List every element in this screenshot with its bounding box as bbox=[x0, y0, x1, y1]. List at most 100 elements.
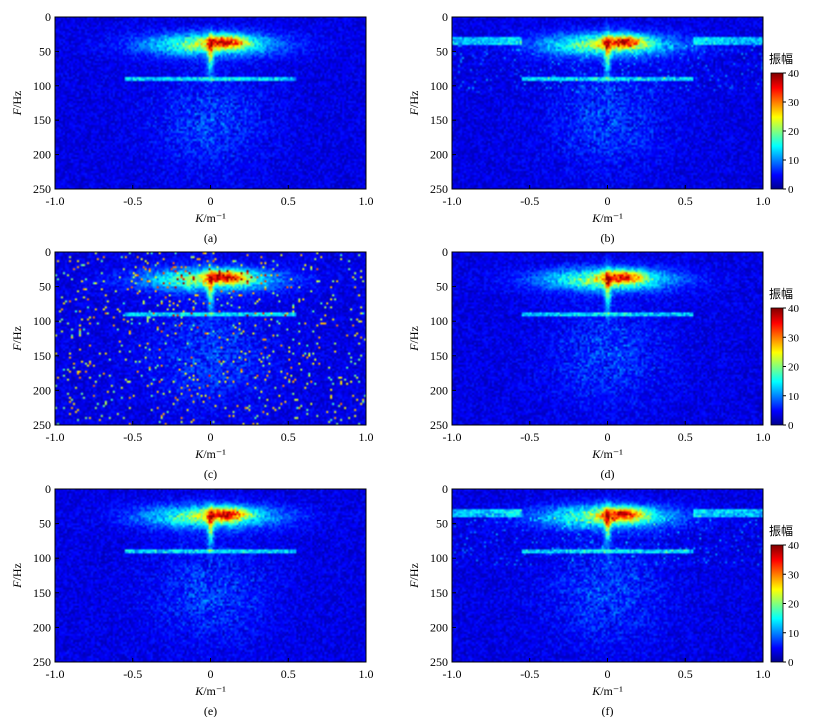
y-tick-label: 0 bbox=[442, 482, 448, 496]
y-tick-label: 0 bbox=[45, 245, 51, 259]
y-tick-label: 50 bbox=[39, 44, 51, 58]
heatmap-image bbox=[452, 252, 763, 425]
y-axis-label: F/Hz bbox=[407, 563, 421, 589]
y-tick-label: 150 bbox=[430, 586, 448, 600]
colorbar-gradient bbox=[770, 307, 784, 426]
x-tick-label: -0.5 bbox=[520, 194, 539, 208]
y-tick-label: 100 bbox=[430, 314, 448, 328]
colorbar-tick-label: 10 bbox=[788, 628, 800, 640]
x-tick-label: 0.5 bbox=[281, 194, 296, 208]
colorbar: 0 10 20 30 40 振幅 bbox=[769, 523, 800, 669]
y-tick-label: 250 bbox=[430, 655, 448, 669]
y-tick-label: 100 bbox=[33, 79, 51, 93]
x-tick-label: 1.0 bbox=[359, 667, 374, 681]
x-axis-label: K/m⁻¹ bbox=[591, 211, 623, 225]
x-tick-label: 0 bbox=[605, 194, 611, 208]
x-tick-label: -1.0 bbox=[46, 430, 65, 444]
y-tick-label: 0 bbox=[442, 10, 448, 24]
y-tick-label: 50 bbox=[39, 280, 51, 294]
heatmap-panel: -1.0 -0.5 0 0.5 1.0050100150200250K/m⁻¹F/Hz(… bbox=[407, 482, 800, 717]
panel-caption: (a) bbox=[204, 231, 217, 245]
y-tick-label: 200 bbox=[430, 383, 448, 397]
colorbar-tick-label: 0 bbox=[788, 657, 794, 669]
x-tick-label: 0 bbox=[208, 430, 214, 444]
x-axis-label: K/m⁻¹ bbox=[591, 684, 623, 698]
panel-caption: (b) bbox=[601, 231, 615, 245]
panel-caption: (f) bbox=[602, 704, 614, 717]
y-tick-label: 50 bbox=[436, 44, 448, 58]
x-tick-label: 0.5 bbox=[281, 430, 296, 444]
y-tick-label: 50 bbox=[436, 517, 448, 531]
x-tick-label: 0.5 bbox=[678, 430, 693, 444]
colorbar-tick-label: 30 bbox=[788, 332, 800, 344]
colorbar-title: 振幅 bbox=[769, 286, 793, 301]
x-tick-label: -1.0 bbox=[46, 194, 65, 208]
y-tick-label: 150 bbox=[33, 113, 51, 127]
y-tick-label: 0 bbox=[45, 10, 51, 24]
x-tick-label: -0.5 bbox=[123, 430, 142, 444]
colorbar-tick-label: 30 bbox=[788, 97, 800, 109]
y-axis-label: F/Hz bbox=[407, 91, 421, 117]
colorbar-gradient bbox=[770, 72, 784, 190]
y-tick-label: 200 bbox=[33, 620, 51, 634]
x-tick-label: -1.0 bbox=[46, 667, 65, 681]
colorbar-title: 振幅 bbox=[769, 523, 793, 538]
colorbar-gradient bbox=[770, 544, 784, 663]
y-axis-label: F/Hz bbox=[10, 91, 24, 117]
y-tick-label: 150 bbox=[33, 349, 51, 363]
y-tick-label: 100 bbox=[430, 551, 448, 565]
colorbar-tick-label: 10 bbox=[788, 155, 800, 167]
y-tick-label: 100 bbox=[430, 79, 448, 93]
x-tick-label: -1.0 bbox=[443, 430, 462, 444]
x-tick-label: 1.0 bbox=[756, 667, 771, 681]
y-tick-label: 250 bbox=[33, 418, 51, 432]
y-tick-label: 250 bbox=[430, 418, 448, 432]
heatmap-panel: -1.0 -0.5 0 0.5 1.0050100150200250K/m⁻¹F/Hz(… bbox=[10, 482, 374, 717]
x-tick-label: 0.5 bbox=[678, 667, 693, 681]
x-tick-label: -1.0 bbox=[443, 194, 462, 208]
x-tick-label: 0 bbox=[208, 194, 214, 208]
y-tick-label: 250 bbox=[33, 655, 51, 669]
y-tick-label: 0 bbox=[45, 482, 51, 496]
y-tick-label: 50 bbox=[436, 280, 448, 294]
x-tick-label: 0 bbox=[605, 430, 611, 444]
colorbar-tick-label: 10 bbox=[788, 391, 800, 403]
panel-caption: (d) bbox=[601, 467, 615, 481]
heatmap-image bbox=[55, 489, 366, 662]
colorbar-tick-label: 20 bbox=[788, 362, 800, 374]
x-tick-label: 1.0 bbox=[359, 194, 374, 208]
x-tick-label: 1.0 bbox=[756, 430, 771, 444]
x-tick-label: 1.0 bbox=[359, 430, 374, 444]
y-tick-label: 250 bbox=[33, 182, 51, 196]
x-tick-label: 0 bbox=[208, 667, 214, 681]
colorbar-tick-label: 0 bbox=[788, 420, 794, 432]
heatmap-image bbox=[452, 17, 763, 189]
heatmap-panel: -1.0 -0.5 0 0.5 1.0050100150200250K/m⁻¹F/Hz(… bbox=[10, 10, 374, 245]
colorbar-tick-label: 0 bbox=[788, 184, 794, 196]
x-tick-label: -0.5 bbox=[123, 194, 142, 208]
heatmap-panel: -1.0 -0.5 0 0.5 1.0050100150200250K/m⁻¹F/Hz(… bbox=[407, 245, 800, 481]
x-tick-label: -0.5 bbox=[520, 430, 539, 444]
y-axis-label: F/Hz bbox=[10, 326, 24, 352]
heatmap-panel: -1.0 -0.5 0 0.5 1.0050100150200250K/m⁻¹F/Hz(… bbox=[10, 245, 374, 481]
heatmap-panel: -1.0 -0.5 0 0.5 1.0050100150200250K/m⁻¹F/Hz(… bbox=[407, 10, 800, 245]
x-tick-label: -1.0 bbox=[443, 667, 462, 681]
y-tick-label: 150 bbox=[430, 113, 448, 127]
colorbar: 0 10 20 30 40 振幅 bbox=[769, 51, 800, 196]
colorbar-tick-label: 30 bbox=[788, 569, 800, 581]
y-tick-label: 200 bbox=[33, 148, 51, 162]
y-tick-label: 200 bbox=[430, 620, 448, 634]
y-tick-label: 250 bbox=[430, 182, 448, 196]
panel-caption: (c) bbox=[204, 467, 217, 481]
y-tick-label: 200 bbox=[430, 148, 448, 162]
y-tick-label: 150 bbox=[430, 349, 448, 363]
y-tick-label: 0 bbox=[442, 245, 448, 259]
colorbar-tick-label: 40 bbox=[788, 540, 800, 552]
colorbar-tick-label: 20 bbox=[788, 599, 800, 611]
x-axis-label: K/m⁻¹ bbox=[591, 447, 623, 461]
y-tick-label: 150 bbox=[33, 586, 51, 600]
x-tick-label: -0.5 bbox=[123, 667, 142, 681]
colorbar-title: 振幅 bbox=[769, 51, 793, 66]
x-axis-label: K/m⁻¹ bbox=[194, 447, 226, 461]
